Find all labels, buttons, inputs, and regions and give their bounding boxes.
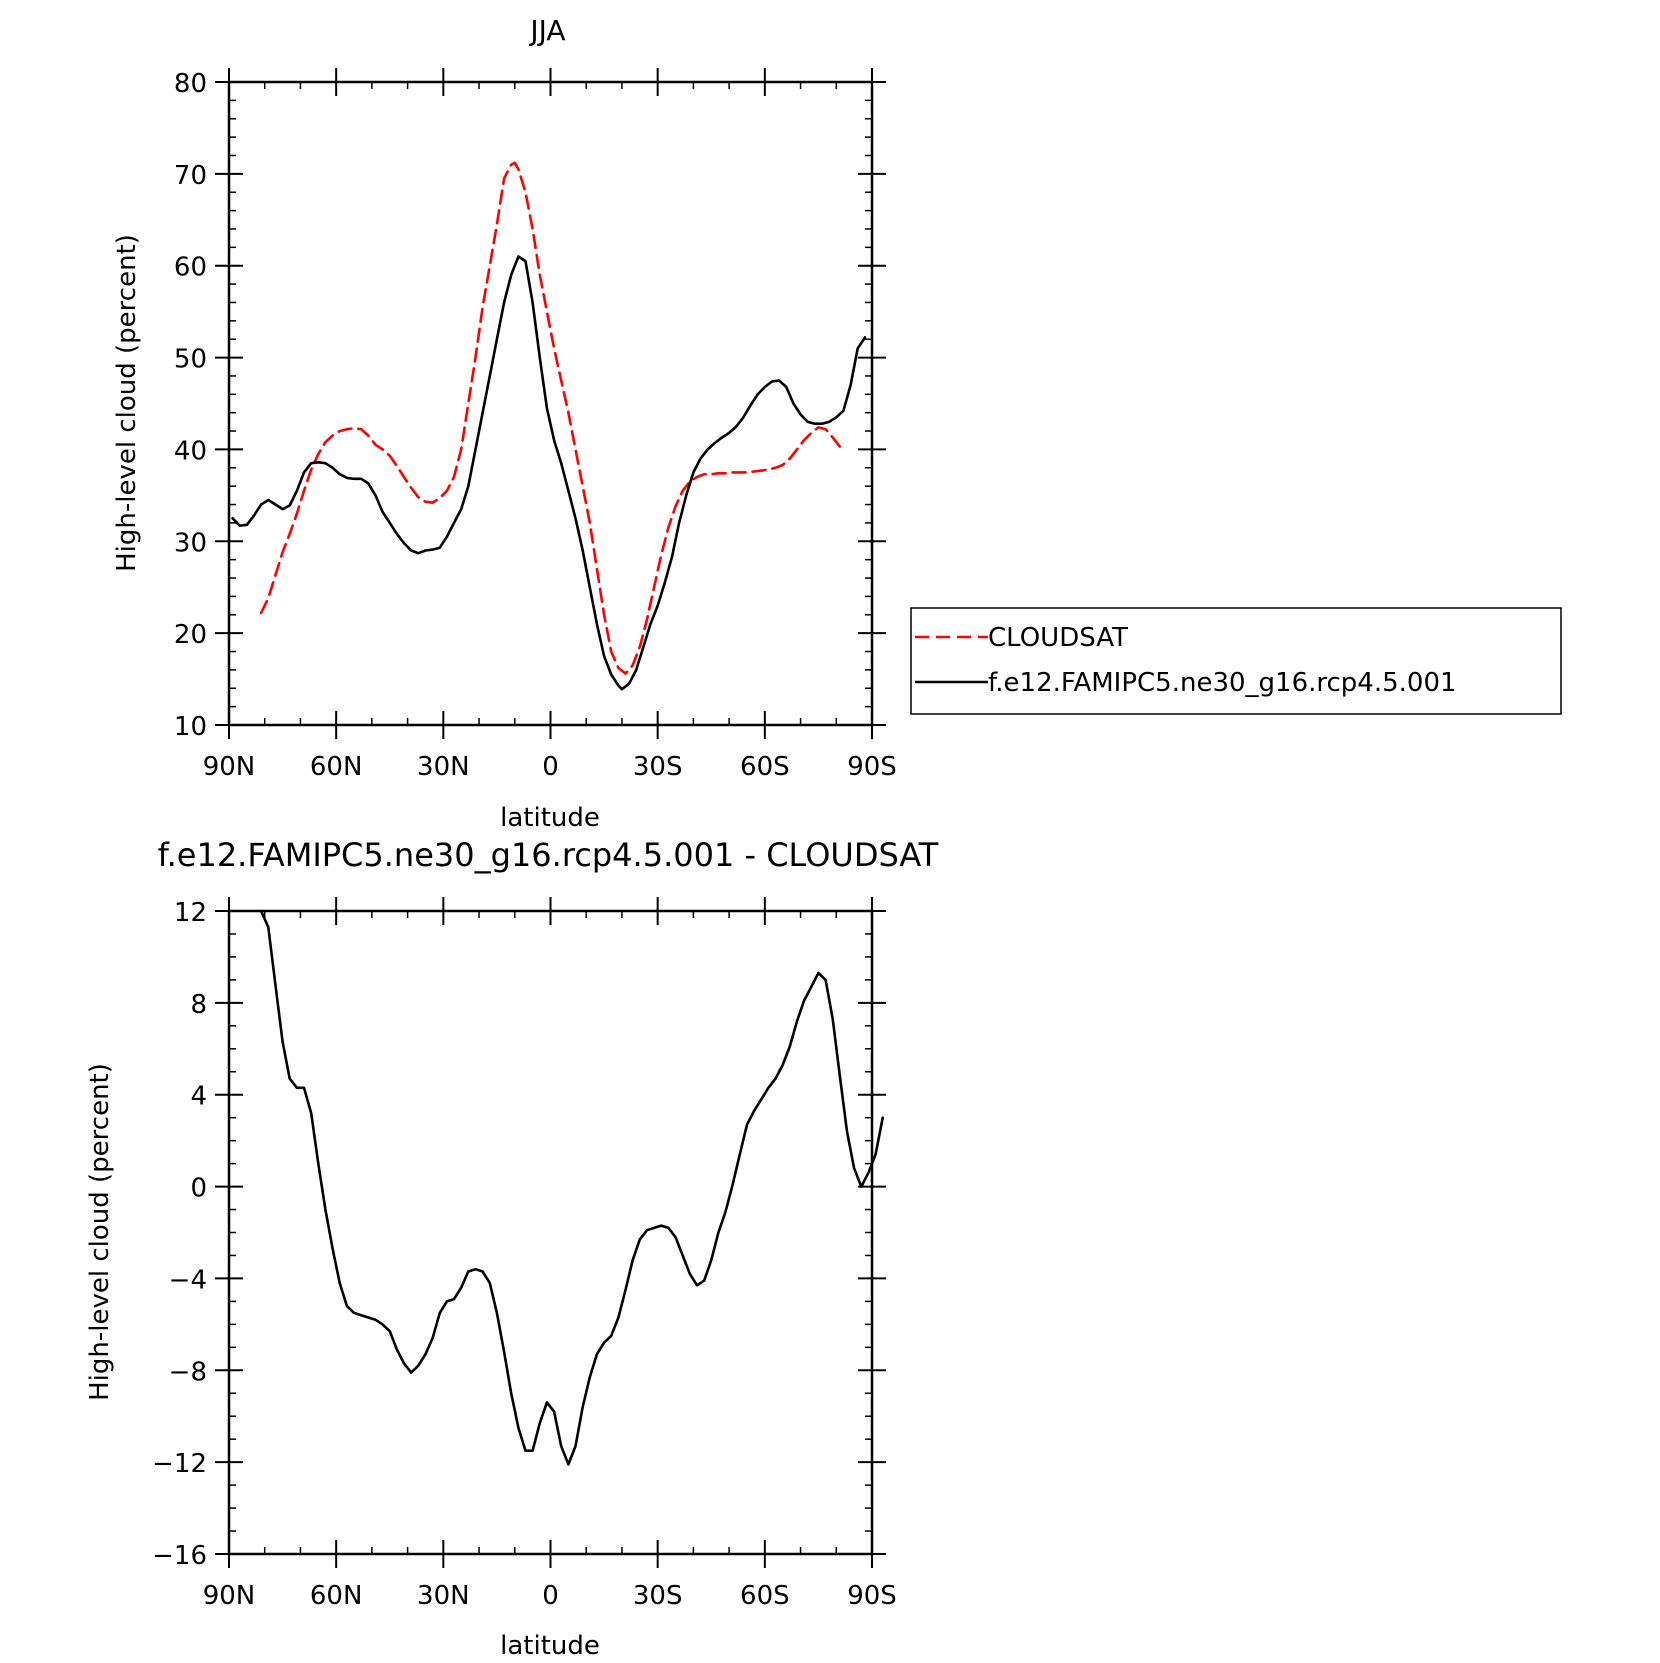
bottom-y-tick-label: 0 — [190, 1174, 207, 1204]
top-series — [231, 161, 867, 691]
bottom-x-tick-label: 90N — [203, 1581, 256, 1611]
top-y-tick-label: 50 — [174, 345, 207, 375]
top-x-tick-label: 90S — [847, 752, 897, 782]
panel-bottom: f.e12.FAMIPC5.ne30_g16.rcp4.5.001 - CLOU… — [85, 836, 939, 1661]
legend: CLOUDSAT f.e12.FAMIPC5.ne30_g16.rcp4.5.0… — [910, 607, 1562, 715]
top-y-tick-label: 80 — [174, 69, 207, 99]
legend-label-cloudsat: CLOUDSAT — [988, 623, 1128, 653]
top-x-axis-label: latitude — [500, 803, 600, 833]
top-series-line-1 — [259, 161, 842, 675]
top-x-tick-label: 90N — [203, 752, 256, 782]
bottom-x-tick-label: 30S — [633, 1581, 683, 1611]
top-x-tick-label: 60S — [740, 752, 790, 782]
top-y-tick-label: 60 — [174, 253, 207, 283]
bottom-x-tick-label: 0 — [542, 1581, 559, 1611]
bottom-series-line-1 — [259, 909, 884, 1466]
bottom-x-tick-label: 60N — [310, 1581, 363, 1611]
bottom-y-tick-label: 4 — [190, 1082, 207, 1112]
top-x-tick-label: 60N — [310, 752, 363, 782]
bottom-y-tick-label: −4 — [169, 1265, 207, 1295]
bottom-x-tick-label: 90S — [847, 1581, 897, 1611]
bottom-y-tick-label: −12 — [152, 1449, 207, 1479]
top-y-axis-label: High-level cloud (percent) — [112, 234, 142, 572]
bottom-series — [259, 909, 884, 1466]
panel-top: JJA 10 20 30 40 50 60 70 80 90N 60N 30N 0 30S 60S 90S… — [112, 14, 897, 833]
top-title: JJA — [528, 14, 565, 47]
top-plot-frame — [227, 80, 874, 727]
bottom-title: f.e12.FAMIPC5.ne30_g16.rcp4.5.001 - CLOU… — [158, 836, 939, 874]
bottom-x-tick-label: 60S — [740, 1581, 790, 1611]
top-x-tick-label: 0 — [542, 752, 559, 782]
bottom-y-tick-label: −16 — [152, 1541, 207, 1571]
legend-box — [910, 607, 1562, 715]
bottom-x-tick-labels: 90N 60N 30N 0 30S 60S 90S — [203, 1581, 897, 1611]
top-y-tick-label: 70 — [174, 161, 207, 191]
bottom-y-axis-label: High-level cloud (percent) — [85, 1063, 115, 1401]
top-series-line-2 — [231, 255, 867, 691]
top-y-tick-label: 20 — [174, 620, 207, 650]
top-y-tick-label: 30 — [174, 528, 207, 558]
bottom-ticks — [215, 897, 886, 1568]
bottom-x-tick-label: 30N — [417, 1581, 470, 1611]
top-x-tick-labels: 90N 60N 30N 0 30S 60S 90S — [203, 752, 897, 782]
bottom-x-axis-label: latitude — [500, 1631, 600, 1661]
top-y-tick-labels: 10 20 30 40 50 60 70 80 — [174, 69, 207, 742]
top-ticks — [215, 68, 886, 739]
top-y-tick-label: 10 — [174, 712, 207, 742]
top-y-tick-label: 40 — [174, 436, 207, 466]
bottom-y-tick-label: −8 — [169, 1357, 207, 1387]
bottom-y-tick-label: 12 — [174, 898, 207, 928]
legend-label-model: f.e12.FAMIPC5.ne30_g16.rcp4.5.001 — [988, 668, 1457, 698]
bottom-y-tick-label: 8 — [190, 990, 207, 1020]
top-x-tick-label: 30S — [633, 752, 683, 782]
top-x-tick-label: 30N — [417, 752, 470, 782]
bottom-y-tick-labels: −16 −12 −8 −4 0 4 8 12 — [152, 898, 207, 1571]
bottom-plot-frame — [227, 909, 874, 1556]
